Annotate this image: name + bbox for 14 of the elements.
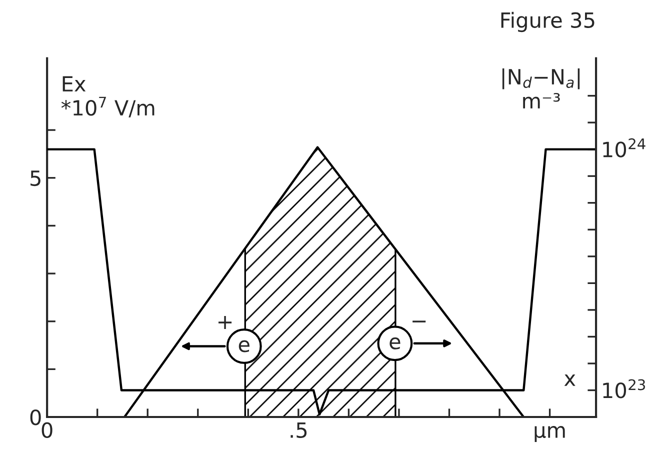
annotation: − [412, 320, 426, 322]
y2-tick-label: 10$^{23}$ [603, 379, 645, 398]
y-axis-title: Ex *10$^{7}$ V/m [61, 76, 154, 118]
x-tick-label: μm [534, 426, 565, 442]
annotation: e [390, 337, 400, 350]
x-tick-label: .5 [290, 422, 307, 438]
annotation: e [238, 340, 250, 352]
x-tick-label: 0 [42, 422, 52, 438]
y2-axis-title: |N$_{d}$−N$_{a}$| m⁻³ [502, 68, 580, 108]
y-tick-label: 5 [30, 170, 40, 186]
y2-tick-label: 10$^{24}$ [603, 138, 646, 158]
annotation: x [564, 374, 576, 386]
chart-title: Figure 35 [501, 12, 594, 32]
annotation: + [218, 316, 232, 330]
